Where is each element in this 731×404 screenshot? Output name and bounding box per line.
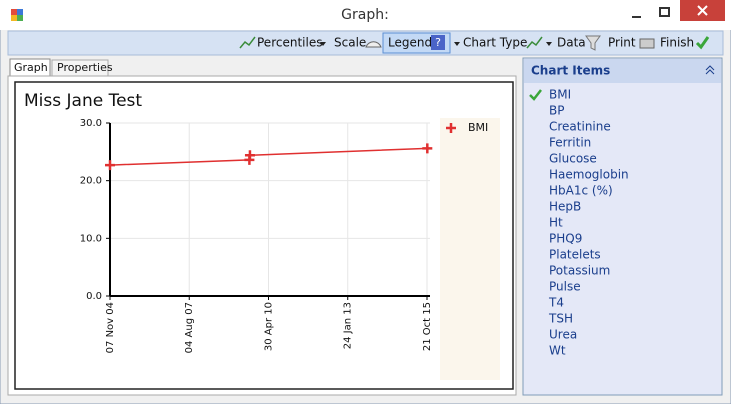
y-tick-label: 30.0 [80, 118, 102, 129]
toolbar-button[interactable]: Finish [660, 36, 694, 50]
tab-label[interactable]: Properties [57, 61, 113, 74]
chart-item[interactable]: Glucose [549, 152, 597, 166]
item-check [529, 89, 542, 101]
x-tick-label: 24 Jan 13 [343, 302, 354, 349]
side-panel [522, 57, 723, 396]
chart-item[interactable]: PHQ9 [549, 232, 582, 246]
window-title: Graph: [341, 7, 389, 23]
toolbar-icon [431, 35, 445, 50]
legend-area [440, 118, 500, 380]
app-icon [17, 15, 23, 21]
x-tick-label: 07 Nov 04 [105, 302, 116, 353]
chart-item[interactable]: Pulse [549, 280, 581, 294]
data-point [244, 150, 255, 161]
chart-item[interactable]: BMI [549, 88, 571, 102]
app-icon [11, 9, 17, 15]
chart-item[interactable]: Urea [549, 328, 577, 342]
chart-item[interactable]: TSH [548, 312, 573, 326]
toolbar-icon [585, 35, 601, 51]
toolbar-icon [639, 38, 655, 49]
chart-item[interactable]: HbA1c (%) [549, 184, 613, 198]
toolbar-button[interactable]: Print [608, 36, 636, 50]
toolbar-icon: ? [435, 36, 441, 49]
legend-label: BMI [468, 121, 488, 134]
toolbar-icon [526, 36, 543, 49]
y-tick-label: 20.0 [80, 176, 102, 187]
side-panel-title: Chart Items [531, 64, 610, 78]
x-tick-label: 30 Apr 10 [263, 302, 274, 351]
x-tick-label: 21 Oct 15 [422, 302, 433, 351]
app-icon [17, 9, 23, 15]
data-point [105, 160, 115, 171]
dropdown-arrow[interactable] [454, 42, 460, 46]
toolbar-icon [365, 41, 382, 48]
side-panel-header [524, 59, 721, 83]
chart-item[interactable]: Wt [549, 344, 566, 358]
toolbar-button[interactable]: Chart Type [463, 36, 527, 50]
data-point [422, 143, 433, 154]
toolbar-icon [695, 36, 710, 50]
maximize-button[interactable] [659, 7, 670, 17]
collapse-icon[interactable] [705, 65, 715, 75]
chart-item[interactable]: Platelets [549, 248, 601, 262]
toolbar-icon [239, 36, 256, 49]
chart-item[interactable]: Ht [549, 216, 563, 230]
toolbar [7, 30, 724, 56]
close-icon [697, 5, 708, 16]
toolbar-button[interactable]: Scale [334, 36, 366, 50]
toolbar-button[interactable]: Data [557, 36, 586, 50]
chart-item[interactable]: Ferritin [549, 136, 591, 150]
legend-marker [446, 123, 456, 133]
toolbar-button[interactable]: Legend [388, 36, 432, 50]
chart-item[interactable]: HepB [549, 200, 581, 214]
title-bar [0, 0, 731, 30]
chart-item[interactable]: Potassium [549, 264, 610, 278]
chart-title: Miss Jane Test [24, 91, 142, 111]
dropdown-arrow[interactable] [546, 42, 552, 46]
chart-item[interactable]: Haemoglobin [549, 168, 629, 182]
tab-label[interactable]: Graph [14, 61, 48, 74]
chart-item[interactable]: T4 [548, 296, 564, 310]
app-icon [11, 15, 17, 21]
chart-item[interactable]: BP [549, 104, 564, 118]
chart-item[interactable]: Creatinine [549, 120, 611, 134]
y-tick-label: 0.0 [86, 291, 102, 302]
dropdown-arrow[interactable] [320, 42, 326, 46]
chart-panel [14, 81, 514, 390]
x-tick-label: 04 Aug 07 [184, 302, 195, 353]
toolbar-button[interactable]: Percentiles [257, 36, 322, 50]
y-tick-label: 10.0 [80, 233, 102, 244]
